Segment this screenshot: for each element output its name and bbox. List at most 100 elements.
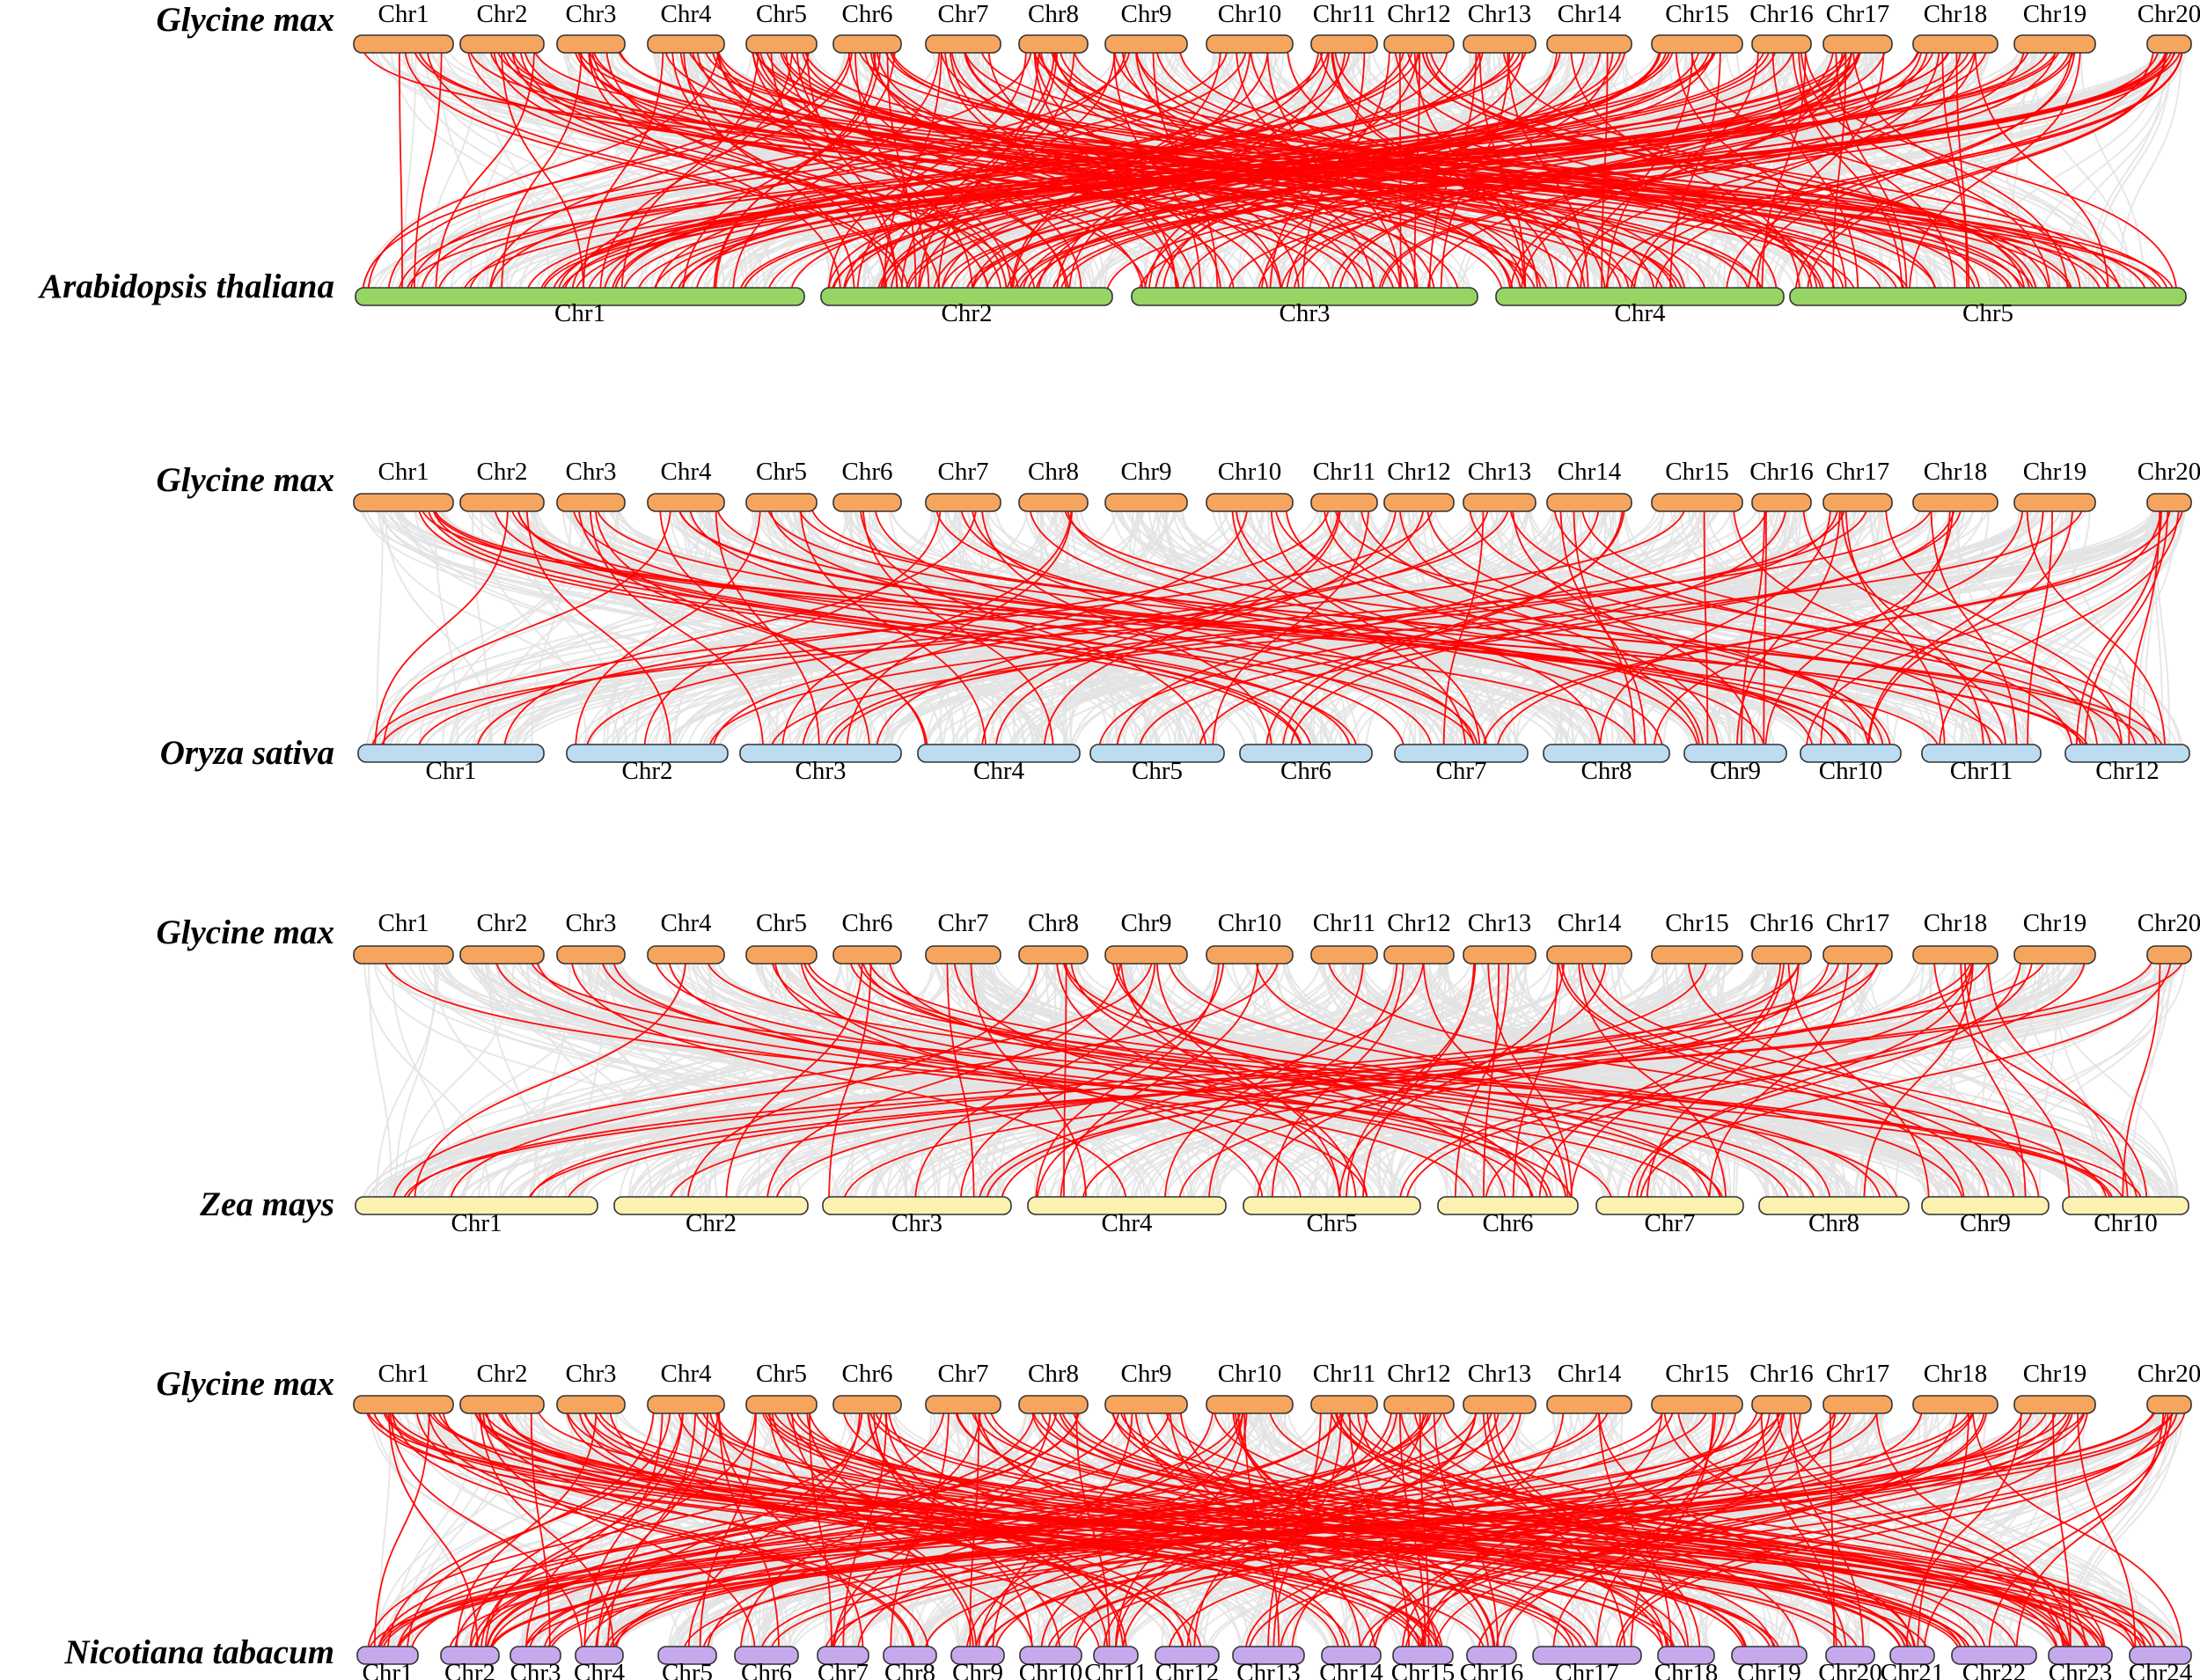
top-species-name: Glycine max [156,1,334,39]
collinearity-link [662,954,1960,1207]
top-chromosome-label: Chr19 [2023,909,2087,937]
bottom-chromosome-bar [822,1196,1012,1215]
top-chromosome-bar [556,1395,626,1414]
collinearity-link [1281,502,1624,754]
collinearity-link [1167,1404,1924,1656]
collinearity-link [524,1404,698,1656]
collinearity-link [876,43,1701,297]
collinearity-link [600,954,1614,1207]
collinearity-link [2093,43,2174,297]
collinearity-link [381,1404,1584,1656]
collinearity-link [1569,954,1786,1207]
collinearity-link [954,502,1264,754]
collinearity-link [1703,502,1709,754]
collinearity-link [486,1404,1171,1656]
collinearity-link [480,1404,757,1656]
collinearity-link [1750,43,2166,297]
collinearity-link [507,502,1247,754]
top-chromosome-bar [2146,493,2192,512]
bottom-chromosome-bar [2129,1646,2192,1665]
top-chromosome-label: Chr13 [1468,909,1532,937]
collinearity-link [1508,502,2137,754]
collinearity-link [1725,43,2076,297]
collinearity-link [568,502,1068,754]
collinearity-link [876,43,1365,297]
bottom-chromosome-bar [1595,1196,1744,1215]
collinearity-link [1917,1404,1970,1656]
collinearity-link [374,502,510,754]
top-chromosome-bar [1463,945,1536,965]
bottom-chromosome-bar [817,1646,869,1665]
top-chromosome-bar [1546,34,1632,54]
top-chromosome-label: Chr1 [378,0,429,28]
collinearity-link [1869,502,2018,754]
collinearity-link [1485,1404,1690,1656]
bottom-species-name: Zea mays [199,1185,334,1223]
top-chromosome-bar [1206,34,1294,54]
top-chromosome-label: Chr11 [1313,458,1375,486]
collinearity-link [935,502,1766,754]
top-chromosome-label: Chr17 [1826,458,1890,486]
bottom-chromosome-bar [1789,287,2187,306]
collinearity-link [859,502,1207,754]
bottom-chromosome-bar [1019,1646,1082,1665]
top-chromosome-label: Chr12 [1387,1360,1451,1388]
collinearity-link [361,43,852,297]
collinearity-link [1114,1404,1248,1656]
collinearity-link [654,43,1324,297]
collinearity-link [717,1404,780,1656]
collinearity-link [879,43,1481,297]
top-chromosome-label: Chr14 [1558,1360,1622,1388]
collinearity-link [1675,43,1847,297]
collinearity-link [1960,954,2027,1207]
collinearity-link [1055,954,1342,1207]
collinearity-link [1512,954,1559,1207]
collinearity-link [1115,954,1533,1207]
top-chromosome-bar [1822,34,1893,54]
bottom-chromosome-bar [1394,744,1529,763]
collinearity-link [1928,954,1975,1207]
top-chromosome-bar [1018,34,1089,54]
collinearity-link [427,1404,930,1656]
collinearity-link [473,1404,1426,1656]
top-chromosome-bar [1651,1395,1743,1414]
top-chromosome-label: Chr9 [1121,1360,1172,1388]
bottom-chromosome-label: Chr16 [1460,1659,1524,1680]
top-chromosome-bar [353,945,454,965]
top-chromosome-label: Chr7 [938,458,989,486]
collinearity-link [1836,1404,1986,1656]
top-chromosome-bar [647,493,725,512]
top-chromosome-bar [1310,945,1378,965]
top-chromosome-bar [1104,945,1188,965]
bottom-chromosome-label: Chr15 [1391,1659,1456,1680]
collinearity-link [1115,502,1600,754]
top-chromosome-label: Chr16 [1749,909,1814,937]
collinearity-link [394,43,1118,297]
collinearity-link [1832,43,1847,297]
top-chromosome-bar [1463,493,1536,512]
top-chromosome-bar [1206,945,1294,965]
collinearity-link [1068,502,1939,754]
top-chromosome-label: Chr6 [842,1360,893,1388]
collinearity-link [831,502,1847,754]
collinearity-link [1307,954,2025,1207]
collinearity-link [1377,43,2026,297]
top-chromosome-bar [1104,34,1188,54]
bottom-chromosome-label: Chr5 [1132,757,1183,785]
collinearity-link [1118,1404,2179,1656]
collinearity-link [1112,43,1202,297]
bottom-chromosome-label: Chr6 [1280,757,1331,785]
bottom-chromosome-label: Chr3 [796,757,847,785]
collinearity-link [494,954,1271,1207]
collinearity-link [502,502,978,754]
collinearity-link [1361,954,1476,1207]
top-chromosome-label: Chr17 [1826,0,1890,28]
collinearity-link [525,502,671,754]
collinearity-link [1772,954,2159,1207]
collinearity-link [1792,43,1956,297]
bottom-chromosome-label: Chr13 [1236,1659,1301,1680]
collinearity-link [421,954,1005,1207]
collinearity-link [1852,43,2069,297]
bottom-chromosome-bar [657,1646,717,1665]
collinearity-link [514,502,1419,754]
